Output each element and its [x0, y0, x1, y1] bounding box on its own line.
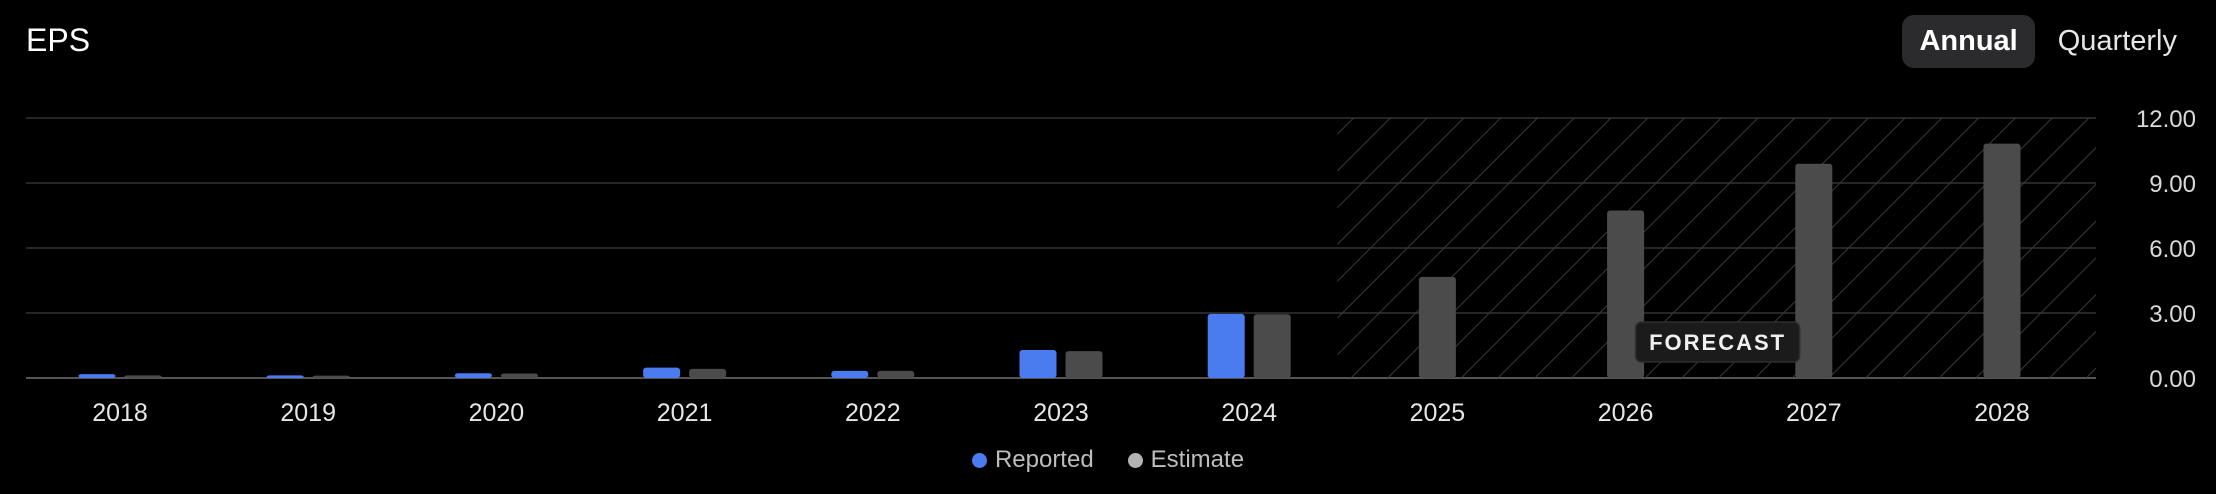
y-tick-label: 6.00 — [2149, 236, 2196, 263]
bar-estimate-2019 — [312, 375, 350, 378]
legend-label-reported: Reported — [994, 446, 1094, 473]
bar-estimate-2020 — [500, 373, 538, 378]
x-tick-label: 2027 — [1786, 399, 1842, 427]
bar-reported-2019 — [266, 375, 304, 378]
legend-dot-reported — [971, 452, 987, 468]
chart-title: EPS — [26, 22, 91, 58]
y-tick-label: 0.00 — [2149, 366, 2196, 393]
legend-dot-estimate — [1127, 452, 1143, 468]
x-tick-label: 2020 — [469, 399, 525, 427]
bar-estimate-2025 — [1418, 276, 1456, 378]
bar-estimate-2028 — [1983, 143, 2021, 378]
bar-reported-2024 — [1207, 313, 1245, 378]
bar-reported-2023 — [1019, 350, 1057, 378]
chart-legend: Reported Estimate — [0, 446, 2216, 474]
bar-reported-2020 — [454, 373, 492, 378]
x-tick-label: 2021 — [657, 399, 713, 427]
x-tick-label: 2022 — [845, 399, 901, 427]
forecast-badge — [1634, 321, 1801, 363]
x-tick-label: 2024 — [1221, 399, 1277, 427]
legend-label-estimate: Estimate — [1150, 446, 1245, 473]
x-tick-label: 2025 — [1410, 399, 1466, 427]
annual-toggle-button[interactable]: Annual — [1902, 15, 2035, 68]
bar-estimate-2027 — [1795, 163, 1833, 378]
bar-estimate-2021 — [689, 368, 727, 378]
legend-item-reported[interactable]: Reported — [971, 446, 1094, 474]
bar-reported-2021 — [643, 367, 681, 378]
bar-reported-2022 — [831, 370, 869, 378]
bar-estimate-2024 — [1253, 314, 1291, 378]
x-tick-label: 2028 — [1974, 399, 2030, 427]
x-tick-label: 2023 — [1033, 399, 1089, 427]
y-tick-label: 9.00 — [2149, 171, 2196, 198]
y-tick-label: 12.00 — [2136, 106, 2196, 133]
legend-item-estimate[interactable]: Estimate — [1127, 446, 1245, 474]
bar-estimate-2018 — [124, 375, 162, 378]
x-tick-label: 2019 — [280, 399, 336, 427]
bar-reported-2018 — [78, 374, 116, 378]
y-tick-label: 3.00 — [2149, 301, 2196, 328]
x-tick-label: 2018 — [92, 399, 148, 427]
eps-bar-chart: 0.00 3.00 6.00 9.00 12.00 FORECAST 2018 2019 2… — [26, 106, 2196, 427]
bar-estimate-2022 — [877, 370, 915, 378]
bar-estimate-2023 — [1065, 351, 1103, 378]
period-toggle: Annual Quarterly — [1902, 15, 2194, 68]
forecast-label: FORECAST — [1649, 330, 1786, 355]
quarterly-toggle-button[interactable]: Quarterly — [2057, 25, 2177, 57]
x-tick-label: 2026 — [1598, 399, 1654, 427]
